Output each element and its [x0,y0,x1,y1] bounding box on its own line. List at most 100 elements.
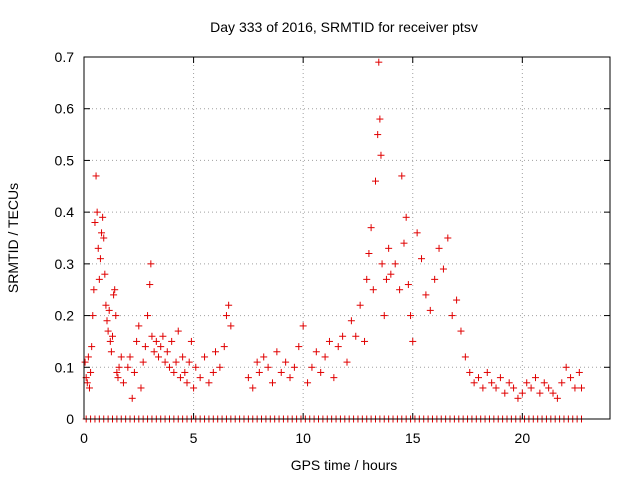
data-point [133,337,141,345]
data-point [363,275,371,283]
y-tick-label: 0.4 [55,204,75,220]
data-point [404,281,412,289]
data-point [407,312,415,320]
data-point [483,368,491,376]
data-point [317,368,325,376]
x-tick-label: 5 [190,430,198,446]
data-point [352,332,360,340]
data-point [444,234,452,242]
data-point [418,255,426,263]
data-point [312,348,320,356]
data-point [115,363,123,371]
data-point [371,177,379,185]
data-point [558,379,566,387]
y-tick-label: 0.2 [55,308,75,324]
data-point [304,379,312,387]
data-point [83,379,91,387]
data-point [172,358,180,366]
data-point [343,358,351,366]
data-point [102,301,110,309]
data-point [222,312,230,320]
data-point [361,337,369,345]
data-point [453,296,461,304]
data-point [130,368,138,376]
data-point [518,389,526,397]
data-point [146,281,154,289]
data-point [347,317,355,325]
data-point [514,394,522,402]
data-point [176,374,184,382]
chart-title: Day 333 of 2016, SRMTID for receiver pts… [210,19,478,35]
data-point [163,348,171,356]
data-point [93,208,101,216]
data-point [376,115,384,123]
data-point [216,363,224,371]
data-point [435,244,443,252]
data-point [382,275,390,283]
data-point [260,353,268,361]
data-point [575,368,583,376]
data-point [139,358,147,366]
data-point [185,358,193,366]
data-point [159,332,167,340]
x-axis-label: GPS time / hours [291,457,398,473]
data-point [308,363,316,371]
data-point [426,306,434,314]
data-point [457,327,465,335]
data-point [105,306,113,314]
plot-frame [83,56,611,420]
data-point [377,151,385,159]
data-point [119,379,127,387]
x-tick-label: 15 [405,430,421,446]
data-point [113,368,121,376]
data-point [567,374,575,382]
data-point [387,270,395,278]
data-point [375,58,383,66]
data-point [439,265,447,273]
data-point [385,244,393,252]
data-point [448,312,456,320]
data-point [227,322,235,330]
data-point [334,343,342,351]
data-point [165,363,173,371]
data-point [187,337,195,345]
data-point [249,384,257,392]
data-point [295,343,303,351]
data-point [128,394,136,402]
data-point [466,368,474,376]
data-point [137,384,145,392]
data-point [84,353,92,361]
data-point [402,213,410,221]
data-point [96,255,104,263]
data-point [101,270,109,278]
data-point [339,332,347,340]
data-point [168,337,176,345]
data-point [212,348,219,356]
data-point [571,384,579,392]
data-point [461,353,469,361]
data-point [170,368,178,376]
data-point [422,291,430,299]
data-point [356,301,364,309]
data-point [325,337,333,345]
data-point [209,368,217,376]
data-point [396,286,404,294]
x-tick-label: 0 [80,430,88,446]
data-point [192,363,200,371]
data-point [380,312,388,320]
data-point [90,286,98,294]
y-tick-label: 0.1 [55,359,75,375]
data-point [174,327,182,335]
data-point [398,172,406,180]
data-point [523,379,531,387]
data-point [103,317,111,325]
data-point [85,384,93,392]
data-point [479,384,487,392]
data-point [98,229,106,237]
data-point [321,353,329,361]
data-point [496,374,504,382]
data-point [91,218,99,226]
data-point [108,332,116,340]
data-point [89,312,97,320]
